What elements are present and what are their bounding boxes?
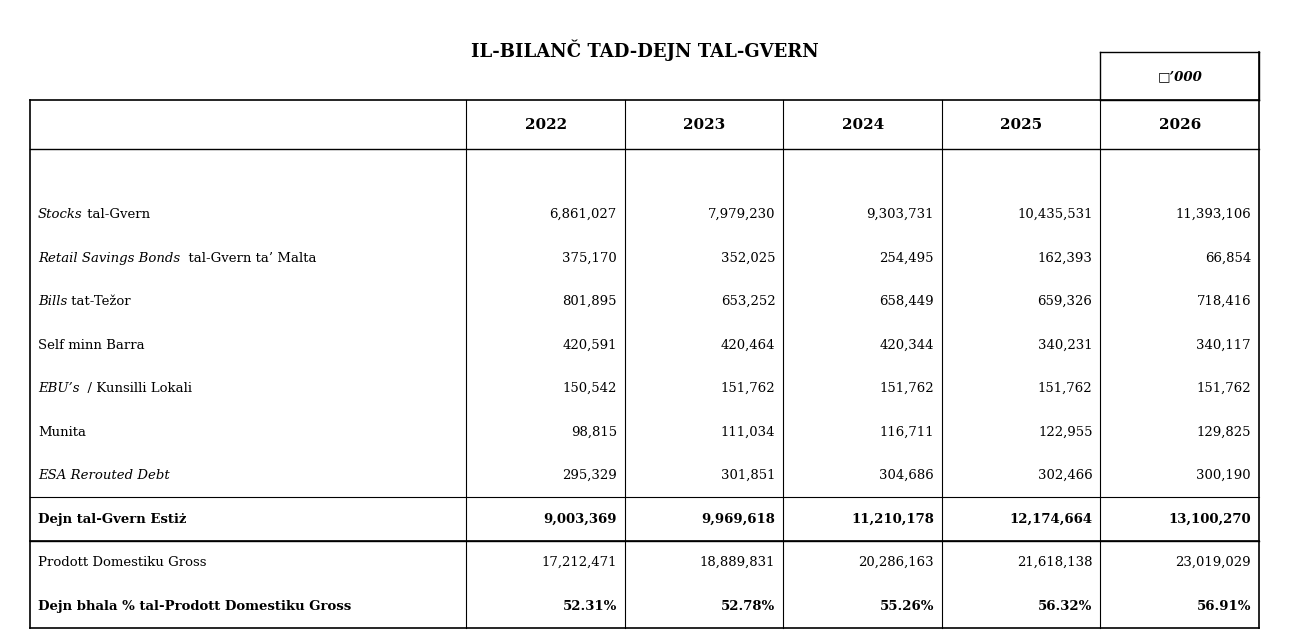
Text: Self minn Barra: Self minn Barra <box>37 339 144 352</box>
Text: 6,861,027: 6,861,027 <box>549 208 617 221</box>
Text: Stocks: Stocks <box>37 208 82 221</box>
Text: □’000: □’000 <box>1158 69 1203 83</box>
Text: 254,495: 254,495 <box>879 251 935 265</box>
Text: 9,003,369: 9,003,369 <box>544 512 617 526</box>
Text: 300,190: 300,190 <box>1196 469 1252 482</box>
Text: 801,895: 801,895 <box>562 295 617 308</box>
Text: 302,466: 302,466 <box>1038 469 1093 482</box>
Text: 122,955: 122,955 <box>1038 426 1093 439</box>
Text: EBU’s: EBU’s <box>37 382 80 395</box>
Text: 11,210,178: 11,210,178 <box>851 512 935 526</box>
Text: ESA Rerouted Debt: ESA Rerouted Debt <box>37 469 170 482</box>
Text: 718,416: 718,416 <box>1196 295 1252 308</box>
Text: 352,025: 352,025 <box>721 251 776 265</box>
Text: 151,762: 151,762 <box>1196 382 1252 395</box>
Text: 116,711: 116,711 <box>879 426 935 439</box>
Text: 12,174,664: 12,174,664 <box>1009 512 1093 526</box>
Text: IL-BILANČ TAD-DEJN TAL-GVERN: IL-BILANČ TAD-DEJN TAL-GVERN <box>470 39 819 60</box>
Text: 420,464: 420,464 <box>721 339 776 352</box>
Text: 2025: 2025 <box>1000 118 1043 132</box>
Text: 151,762: 151,762 <box>879 382 935 395</box>
Text: 52.78%: 52.78% <box>721 600 776 613</box>
Text: tal-Gvern ta’ Malta: tal-Gvern ta’ Malta <box>180 251 317 265</box>
Text: 295,329: 295,329 <box>562 469 617 482</box>
Text: 7,979,230: 7,979,230 <box>708 208 776 221</box>
Text: 340,117: 340,117 <box>1196 339 1252 352</box>
Text: 20,286,163: 20,286,163 <box>858 556 935 569</box>
Text: Dejn tal-Gvern Estiż: Dejn tal-Gvern Estiż <box>37 512 187 526</box>
Text: tal-Gvern: tal-Gvern <box>82 208 150 221</box>
Text: 375,170: 375,170 <box>562 251 617 265</box>
Text: 162,393: 162,393 <box>1038 251 1093 265</box>
Text: 10,435,531: 10,435,531 <box>1017 208 1093 221</box>
Text: 301,851: 301,851 <box>721 469 776 482</box>
Text: 11,393,106: 11,393,106 <box>1176 208 1252 221</box>
Text: 2026: 2026 <box>1159 118 1201 132</box>
Text: 151,762: 151,762 <box>1038 382 1093 395</box>
Text: 150,542: 150,542 <box>562 382 617 395</box>
Text: 9,969,618: 9,969,618 <box>701 512 776 526</box>
Text: 129,825: 129,825 <box>1196 426 1252 439</box>
Text: 653,252: 653,252 <box>721 295 776 308</box>
Text: 23,019,029: 23,019,029 <box>1176 556 1252 569</box>
Text: 56.32%: 56.32% <box>1038 600 1093 613</box>
Text: Retail Savings Bonds: Retail Savings Bonds <box>37 251 180 265</box>
Text: 56.91%: 56.91% <box>1196 600 1252 613</box>
Text: 98,815: 98,815 <box>571 426 617 439</box>
Text: 55.26%: 55.26% <box>879 600 935 613</box>
Text: 21,618,138: 21,618,138 <box>1017 556 1093 569</box>
Text: 151,762: 151,762 <box>721 382 776 395</box>
Text: Bills: Bills <box>37 295 67 308</box>
Text: 66,854: 66,854 <box>1205 251 1252 265</box>
Text: / Kunsilli Lokali: / Kunsilli Lokali <box>80 382 192 395</box>
Text: 2022: 2022 <box>525 118 567 132</box>
Text: 659,326: 659,326 <box>1038 295 1093 308</box>
Text: 52.31%: 52.31% <box>562 600 617 613</box>
Text: tat-Težor: tat-Težor <box>67 295 131 308</box>
Text: 2024: 2024 <box>842 118 884 132</box>
Text: 18,889,831: 18,889,831 <box>700 556 776 569</box>
Text: 13,100,270: 13,100,270 <box>1168 512 1252 526</box>
Text: 340,231: 340,231 <box>1038 339 1093 352</box>
Text: Dejn bhala % tal-Prodott Domestiku Gross: Dejn bhala % tal-Prodott Domestiku Gross <box>37 600 351 613</box>
Text: 420,591: 420,591 <box>562 339 617 352</box>
Text: Munita: Munita <box>37 426 86 439</box>
Text: 111,034: 111,034 <box>721 426 776 439</box>
Text: 9,303,731: 9,303,731 <box>866 208 935 221</box>
Text: 17,212,471: 17,212,471 <box>541 556 617 569</box>
Text: Prodott Domestiku Gross: Prodott Domestiku Gross <box>37 556 206 569</box>
Text: 304,686: 304,686 <box>879 469 935 482</box>
Text: 420,344: 420,344 <box>879 339 935 352</box>
Text: 658,449: 658,449 <box>879 295 935 308</box>
Text: 2023: 2023 <box>683 118 726 132</box>
